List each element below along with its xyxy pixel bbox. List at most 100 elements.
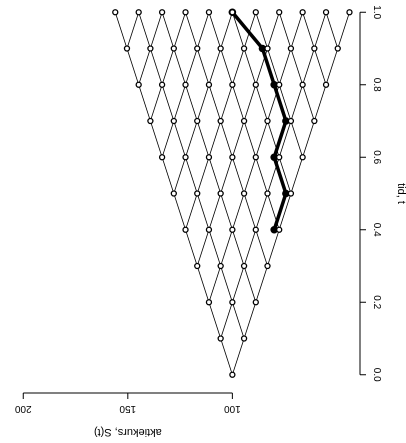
tree-node: [287, 117, 295, 125]
tree-edge: [243, 265, 257, 303]
tree-node: [158, 154, 166, 161]
tree-edge: [196, 157, 210, 194]
tree-edge: [173, 48, 186, 85]
tree-node: [217, 262, 224, 270]
axes: 0.0 0.2 0.4 0.6 0.8 1.0 100 150 200: [14, 5, 382, 414]
tree-edge: [126, 48, 140, 85]
tree-node: [182, 226, 189, 233]
tree-edge: [150, 12, 163, 49]
tree-node: [205, 9, 213, 16]
tree-node: [287, 45, 295, 52]
tree-edge: [243, 302, 257, 339]
tree-edge: [220, 84, 233, 122]
path-point: [258, 44, 267, 53]
tree-node: [112, 9, 119, 16]
tree-edge: [185, 193, 198, 230]
tree-edge: [231, 302, 245, 339]
tree-edge: [255, 265, 268, 303]
tree-node: [147, 45, 154, 52]
tree-edge: [196, 120, 210, 158]
tree-edge: [196, 193, 210, 230]
x-tick-label: 1.0: [371, 5, 382, 19]
tree-edge: [138, 48, 151, 85]
tree-edge: [220, 229, 233, 267]
tree-node: [217, 117, 224, 125]
tree-node: [252, 226, 259, 233]
path-point: [270, 225, 278, 234]
tree-edge: [231, 48, 245, 85]
y-tick-label: 200: [14, 403, 31, 414]
tree-node: [194, 262, 201, 270]
tree-node: [229, 154, 236, 161]
tree-edge: [173, 120, 186, 158]
tree-node: [135, 9, 142, 16]
tree-node: [299, 81, 306, 88]
x-tick-label: 0.0: [371, 368, 382, 382]
tree-edge: [243, 193, 257, 230]
tree-edge: [220, 265, 233, 303]
tree-edge: [161, 84, 175, 122]
tree-node: [287, 190, 295, 197]
tree-node: [194, 117, 201, 125]
tree-edge: [278, 12, 292, 49]
tree-node: [240, 190, 248, 197]
tree-node: [217, 190, 224, 197]
tree-node: [229, 299, 236, 306]
tree-edge: [255, 12, 268, 49]
tree-edge: [313, 84, 327, 122]
tree-edge: [185, 120, 198, 158]
tree-edge: [196, 229, 210, 267]
tree-edge: [243, 120, 257, 158]
tree-node: [147, 117, 154, 125]
tree-node: [217, 335, 224, 342]
tree-edge: [255, 84, 268, 122]
tree-edge: [243, 48, 257, 85]
tree-edge: [196, 265, 210, 303]
tree-node: [334, 45, 341, 52]
path-point: [282, 117, 290, 125]
x-axis-ticks: 0.0 0.2 0.4 0.6 0.8 1.0: [360, 5, 382, 382]
tree-edge: [185, 84, 198, 122]
tree-node: [170, 190, 177, 197]
tree-edge: [231, 84, 245, 122]
tree-edge: [220, 193, 233, 230]
tree-node: [170, 117, 177, 125]
tree-node: [182, 81, 189, 88]
tree-edge: [196, 12, 210, 49]
tree-node: [346, 9, 353, 16]
tree-edge: [337, 12, 350, 49]
tree-node: [205, 81, 213, 88]
tree-node: [135, 81, 142, 88]
tree-edge: [231, 12, 245, 49]
path-point: [270, 80, 278, 89]
tree-node: [229, 226, 236, 233]
tree-edge: [150, 84, 163, 122]
tree-node: [322, 81, 330, 88]
tree-edge: [302, 48, 315, 85]
tree-edge: [208, 84, 222, 122]
tree-edge: [278, 120, 292, 158]
tree-edge: [267, 229, 280, 267]
tree-edge: [150, 120, 163, 158]
tree-node: [276, 154, 283, 161]
tree-node: [276, 81, 283, 88]
y-tick-label: 150: [119, 403, 136, 414]
tree-edge: [208, 229, 222, 267]
tree-edge: [185, 12, 198, 49]
tree-node: [252, 9, 259, 16]
x-tick-label: 0.6: [371, 150, 382, 164]
tree-edge: [243, 84, 257, 122]
y-tick-label: 100: [224, 403, 241, 414]
tree-node: [311, 45, 318, 52]
tree-node: [240, 262, 248, 270]
tree-edge: [173, 12, 186, 49]
tree-edge: [231, 193, 245, 230]
tree-edge: [138, 12, 151, 49]
x-tick-label: 0.2: [371, 295, 382, 309]
tree-node: [322, 9, 330, 16]
tree-node: [311, 117, 318, 125]
tree-edge: [161, 48, 175, 85]
tree-node: [264, 45, 271, 52]
tree-edge: [208, 302, 222, 339]
